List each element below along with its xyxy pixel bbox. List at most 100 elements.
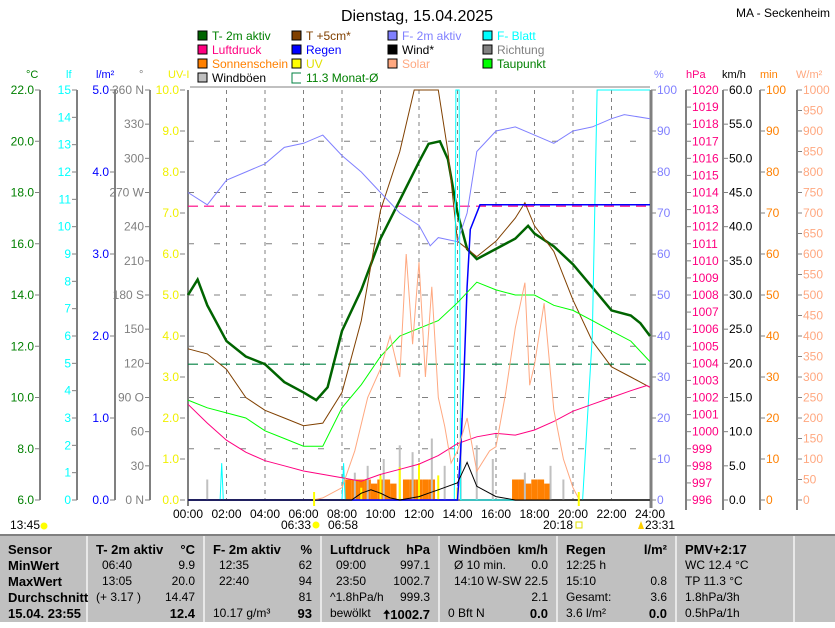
- table-cell: 12:35: [219, 558, 250, 572]
- table-cell: Regen: [566, 542, 606, 557]
- table-cell: 14:10: [454, 574, 485, 588]
- axis-tick-label: 3.0: [92, 247, 109, 261]
- bar: [402, 479, 410, 500]
- sun-icon: [40, 522, 48, 530]
- bar: [422, 479, 429, 500]
- station-name: MA - Seckenheim: [736, 6, 830, 20]
- axis-unit: UV-I: [168, 69, 189, 81]
- axis-tick-label: 900: [803, 124, 823, 138]
- x-tick-label: 20:00: [558, 507, 588, 521]
- axis-tick-label: 14.0: [11, 288, 35, 302]
- axis-tick-label: 5.0: [729, 459, 746, 473]
- sunset-time: 20:18: [543, 518, 573, 532]
- table-cell: 93: [297, 606, 312, 621]
- axis-tick-label: 1011: [692, 237, 718, 251]
- table-cell: 1002.7: [393, 574, 430, 588]
- table-cell: 09:00: [336, 558, 367, 572]
- axis-tick-label: 11: [59, 192, 72, 206]
- bar: [383, 479, 391, 500]
- table-cell: Windböen: [448, 542, 511, 557]
- series-t-5cm-: [187, 89, 651, 427]
- axis-tick-label: 6.0: [162, 247, 179, 261]
- legend-item: F- 2m aktiv: [387, 29, 461, 43]
- table-cell: 94: [298, 574, 312, 588]
- legend-swatch: [197, 44, 208, 55]
- table-cell: 13:05: [102, 574, 133, 588]
- legend-swatch: [387, 30, 398, 41]
- legend-label: T +5cm*: [306, 29, 351, 43]
- table-cell: l/m²: [643, 542, 667, 557]
- legend-item: Luftdruck: [197, 43, 262, 57]
- bar: [518, 479, 525, 500]
- legend-swatch: [291, 44, 302, 55]
- axis-tick-label: 2: [64, 438, 71, 452]
- axis-unit: W/m²: [796, 69, 823, 81]
- table-cell: Durchschnitt: [8, 590, 89, 605]
- legend-swatch: [387, 58, 398, 69]
- sunset-icon: [575, 521, 583, 529]
- table-cell: 22:40: [219, 574, 250, 588]
- axis-tick-label: 0: [64, 493, 71, 507]
- axis-tick-label: 20: [766, 411, 780, 425]
- legend-label: Regen: [306, 43, 341, 57]
- axis-tick-label: 8.0: [162, 165, 179, 179]
- plot-area: [188, 90, 650, 500]
- legend-label: F- Blatt: [497, 29, 536, 43]
- axis-unit: %: [654, 69, 664, 81]
- axis-tick-label: 1014: [692, 186, 719, 200]
- axis-tick-label: 240: [124, 220, 144, 234]
- moon-icon: [638, 521, 644, 529]
- axis-tick-label: 1.0: [92, 411, 109, 425]
- axis-tick-label: 16.0: [11, 237, 35, 251]
- axis-tick-label: 300: [124, 151, 144, 165]
- axis-tick-label: 1004: [692, 356, 719, 370]
- table-cell: ^1.8hPa/h: [330, 590, 384, 604]
- table-cell: MinWert: [8, 558, 60, 573]
- table-column: Luftdruck hPa 09:00 997.1 23:50 1002.7 ^1.8hPa…: [322, 536, 440, 622]
- axis-tick-label: 5.0: [92, 83, 109, 97]
- axis-tick-label: 10.0: [11, 391, 35, 405]
- axis-tick-label: 70: [657, 206, 671, 220]
- axis-tick-label: 12.0: [11, 339, 35, 353]
- axis-tick-label: 0: [803, 493, 810, 507]
- summary-table: Sensor MinWert MaxWert Durchschnitt 15.04. 2…: [0, 534, 835, 622]
- axis-tick-label: 7: [64, 302, 71, 316]
- series-f-2m-aktiv: [187, 114, 651, 247]
- axis-tick-label: 0 N: [125, 493, 144, 507]
- series-luftdruck: [187, 384, 651, 482]
- axis-tick-label: 7.0: [162, 206, 179, 220]
- axis-tick-label: 1: [64, 466, 71, 480]
- axis-tick-label: 600: [803, 247, 823, 261]
- bar: [390, 483, 397, 500]
- legend-label: Luftdruck: [212, 43, 262, 57]
- table-cell: 9.9: [178, 558, 195, 572]
- x-tick-label: 12:00: [404, 507, 434, 521]
- axis-tick-label: 1007: [692, 305, 719, 319]
- axis-tick-label: 10.0: [156, 83, 180, 97]
- bar: [524, 483, 532, 500]
- axis-tick-label: 10.0: [729, 425, 753, 439]
- y-axis-solar: W/m² 0 50 100 150 200 250 300 350 400 450 500 550 600…: [796, 69, 830, 510]
- axis-tick-label: 90 O: [118, 391, 144, 405]
- axis-tick-label: 350: [803, 350, 823, 364]
- axis-tick-label: 30: [766, 370, 780, 384]
- axis-tick-label: 40.0: [729, 220, 753, 234]
- table-cell: %: [300, 542, 312, 557]
- table-column: PMV+2:17 WC 12.4 °C TP 11.3 °C 1.8hPa/3h 0.5…: [677, 536, 795, 622]
- axis-tick-label: 35.0: [729, 254, 753, 268]
- axis-tick-label: 150: [124, 322, 144, 336]
- legend-swatch: [291, 72, 301, 84]
- table-column: T- 2m aktiv °C 06:40 9.9 13:05 20.0 (+ 3.17 ) 1…: [88, 536, 205, 622]
- x-tick-label: 00:00: [173, 507, 203, 521]
- legend-swatch: [291, 58, 302, 69]
- table-cell: 06:40: [102, 558, 133, 572]
- bar: [353, 472, 356, 500]
- axis-tick-label: 60: [131, 425, 145, 439]
- axis-tick-label: 550: [803, 268, 823, 282]
- legend-item: Regen: [291, 43, 341, 57]
- y-axis-uv: UV-I 0.0 1.0 2.0 3.0 4.0 5.0 6.0 7.0 8.0 9.0 10.0: [156, 69, 190, 507]
- table-cell: 0 Bft N: [448, 606, 485, 620]
- axis-unit: °C: [26, 69, 38, 81]
- axis-tick-label: 800: [803, 165, 823, 179]
- legend-label: Windböen: [212, 71, 266, 85]
